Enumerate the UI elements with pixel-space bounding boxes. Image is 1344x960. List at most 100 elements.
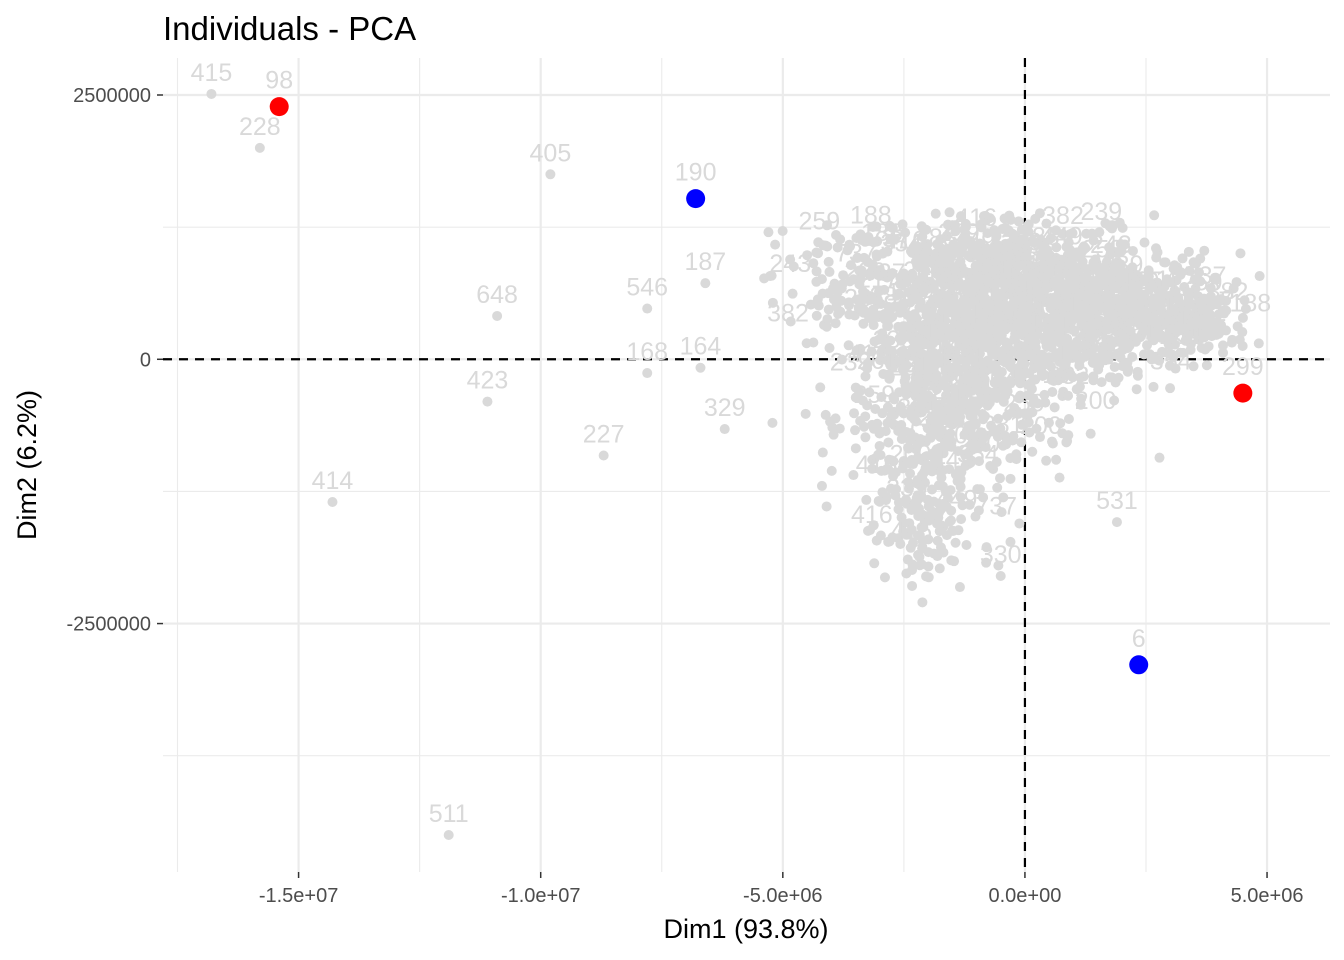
cloud-point [1120, 339, 1131, 350]
cloud-point [945, 428, 956, 439]
cloud-point [957, 500, 968, 511]
cloud-point [777, 226, 788, 237]
cloud-point-label: 449 [936, 485, 978, 513]
cloud-point [1106, 372, 1117, 383]
cloud-point-label: 259 [798, 208, 840, 236]
cloud-point [1178, 347, 1189, 358]
cloud-point-label: 737 [975, 493, 1017, 521]
cloud-point [1193, 267, 1204, 278]
y-axis-title: Dim2 (6.2%) [12, 390, 42, 540]
cloud-point [897, 219, 908, 230]
x-tick-label: -1.0e+07 [501, 885, 581, 907]
cloud-point [1028, 237, 1039, 248]
cloud-point [964, 499, 975, 510]
labeled-points: 415 98 228 405 190 648 546 168 164 187 423 227 329 41… [191, 59, 1264, 840]
point-label-423: 423 [467, 367, 509, 395]
cloud-point [1163, 339, 1174, 350]
cloud-point [959, 232, 970, 243]
cloud-point [1154, 355, 1165, 366]
cloud-point [1096, 377, 1107, 388]
cloud-point [1014, 518, 1025, 529]
cloud-point [1131, 384, 1142, 395]
cloud-point [942, 219, 953, 230]
y-tick-label: 2500000 [73, 85, 151, 107]
point-329 [719, 424, 730, 435]
cloud-point [1022, 245, 1033, 256]
cloud-point-label: 449 [953, 227, 995, 255]
cloud-point [1093, 288, 1104, 299]
cloud-point [1067, 250, 1078, 261]
point-label-190: 190 [675, 159, 717, 187]
point-415 [206, 88, 217, 99]
cloud-point [893, 425, 904, 436]
cloud-point [830, 318, 841, 329]
cloud-point [1201, 360, 1212, 371]
point-414 [327, 497, 338, 507]
cloud-point-label: 243 [769, 250, 811, 278]
cloud-point [932, 535, 943, 546]
cloud-point [1165, 383, 1176, 394]
cloud-point [887, 346, 898, 357]
point-187 [700, 278, 711, 289]
point-label-415: 415 [191, 59, 233, 87]
cloud-point [874, 440, 885, 451]
point-label-98: 98 [265, 67, 293, 95]
cloud-point-label: 200 [893, 276, 935, 304]
cloud-point [946, 555, 957, 566]
point-511 [443, 830, 454, 840]
cloud-point [1053, 327, 1064, 338]
cloud-point-label: 259 [1003, 390, 1045, 418]
cloud-point [1114, 217, 1125, 228]
cloud-point [836, 354, 847, 365]
cloud-point [960, 218, 971, 229]
cloud-point [1108, 300, 1119, 311]
cloud-point [1139, 349, 1150, 360]
cloud-point [1088, 260, 1099, 271]
cloud-point [759, 273, 770, 284]
cloud-point [1146, 354, 1157, 365]
cloud-point [916, 221, 927, 232]
cloud-point [1114, 265, 1125, 276]
cloud-point [953, 525, 964, 536]
point-label-168: 168 [626, 338, 668, 366]
cloud-point [1184, 265, 1195, 276]
cloud-point [1088, 235, 1099, 246]
cloud-point [770, 239, 781, 250]
point-168 [642, 368, 653, 379]
cloud-point [1139, 237, 1150, 248]
cloud-point [904, 435, 915, 446]
cloud-point [1023, 219, 1034, 230]
point-531 [1111, 517, 1122, 528]
cloud-point [1045, 303, 1056, 314]
point-label-330: 330 [980, 541, 1022, 569]
cloud-point-label: 200 [958, 430, 1000, 458]
cloud-point [1078, 241, 1089, 252]
cloud-point [1254, 271, 1265, 282]
chart-title: Individuals - PCA [163, 10, 416, 47]
cloud-point-label: 737 [1185, 262, 1227, 290]
cloud-point [869, 558, 880, 569]
cloud-point [1148, 381, 1159, 392]
cloud-point [1051, 454, 1062, 465]
cloud-point [1155, 295, 1166, 306]
cloud-point [1041, 455, 1052, 466]
cloud-point [1049, 402, 1060, 413]
cloud-point [1081, 228, 1092, 239]
cloud-point [996, 507, 1007, 518]
cloud-point-label: 188 [915, 224, 957, 252]
cloud-point [1125, 309, 1136, 320]
cloud-point [1143, 265, 1154, 276]
cloud-point [886, 409, 897, 420]
cloud-point [818, 240, 829, 251]
cloud-point [1168, 277, 1179, 288]
cloud-point [941, 530, 952, 541]
cloud-point [812, 294, 823, 305]
cloud-point-label: 200 [1075, 387, 1117, 415]
cloud-point-label: 239 [886, 475, 928, 503]
cloud-point [930, 208, 941, 219]
point-label-414: 414 [312, 467, 354, 495]
cloud-point [992, 482, 1003, 493]
cloud-point [1095, 278, 1106, 289]
cloud-point [955, 248, 966, 259]
point-227 [598, 450, 609, 461]
